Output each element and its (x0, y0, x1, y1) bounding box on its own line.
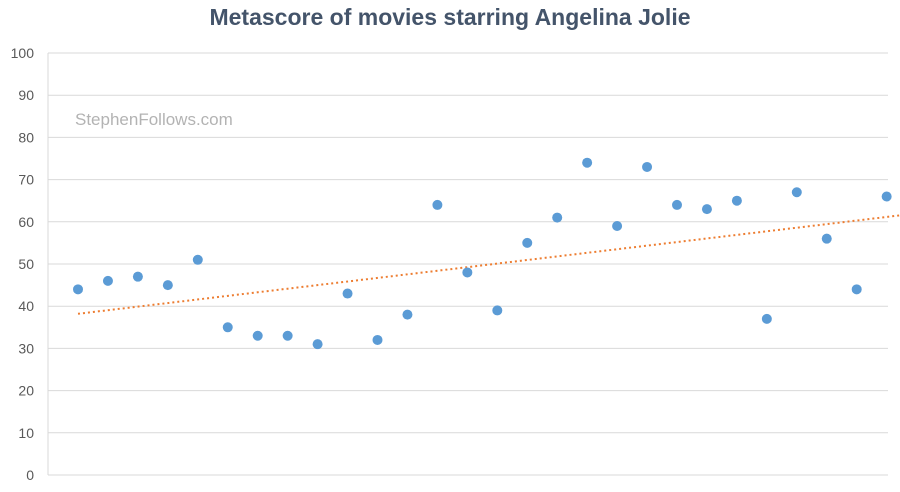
data-point (731, 195, 742, 206)
data-point (282, 330, 293, 341)
trendline (77, 214, 900, 315)
y-axis-ticks: 0 10 20 30 40 50 60 70 80 90 100 (11, 45, 35, 483)
data-point (73, 284, 83, 295)
data-point (881, 191, 892, 202)
y-tick-label: 20 (18, 383, 34, 399)
y-tick-label: 10 (18, 425, 34, 441)
data-points (73, 157, 892, 350)
y-tick-label: 30 (18, 340, 34, 356)
y-tick-label: 50 (18, 256, 34, 272)
data-point (132, 271, 143, 282)
data-point (761, 313, 772, 324)
data-point (252, 330, 263, 341)
data-point (851, 284, 862, 295)
y-tick-label: 0 (26, 467, 34, 483)
data-point (582, 157, 593, 168)
data-point (612, 221, 623, 232)
y-tick-label: 60 (18, 214, 34, 230)
data-point (492, 305, 503, 316)
data-point (522, 237, 533, 248)
data-point (821, 233, 832, 244)
data-point (402, 309, 413, 320)
y-tick-label: 100 (11, 45, 35, 61)
gridlines (47, 52, 888, 476)
y-tick-label: 40 (18, 298, 34, 314)
data-point (462, 267, 473, 278)
data-point (312, 339, 323, 350)
data-point (192, 254, 203, 265)
data-point (552, 212, 563, 223)
data-point (432, 199, 443, 210)
data-point (222, 322, 233, 333)
chart-title: Metascore of movies starring Angelina Jo… (209, 4, 691, 30)
data-point (672, 199, 682, 210)
data-point (642, 161, 653, 172)
data-point (102, 275, 113, 286)
y-tick-label: 90 (18, 87, 34, 103)
y-tick-label: 80 (18, 129, 34, 145)
data-point (162, 280, 173, 291)
data-point (342, 288, 353, 299)
data-point (372, 334, 383, 345)
data-point (701, 204, 712, 215)
y-tick-label: 70 (18, 172, 34, 188)
watermark: StephenFollows.com (75, 110, 233, 129)
data-point (791, 187, 802, 198)
